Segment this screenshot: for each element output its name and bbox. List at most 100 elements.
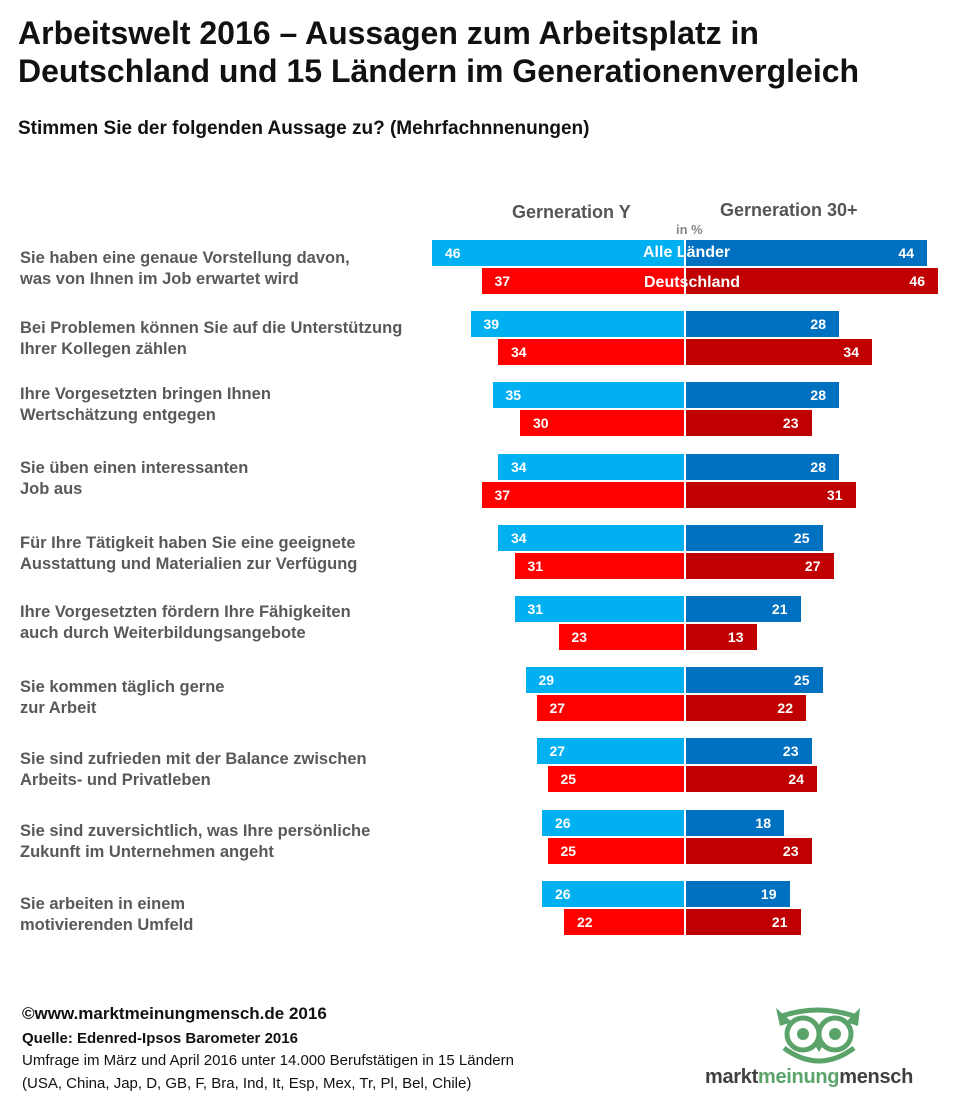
- bar-gen-y-alle: 31: [514, 596, 685, 622]
- bar-value-label: 30: [533, 415, 549, 432]
- bar-value-label: 23: [782, 743, 799, 760]
- bar-value-label: 19: [760, 885, 777, 902]
- bar-value-label: 23: [782, 842, 799, 859]
- bar-gen-y-de: 31: [514, 552, 685, 579]
- bar-gen-y-alle: 29: [525, 667, 685, 694]
- category-label-line: zur Arbeit: [20, 699, 97, 717]
- bar-gen-30-alle: 25: [685, 667, 823, 694]
- bar-value-label: 27: [804, 557, 821, 574]
- bar-value-label: 46: [909, 273, 925, 289]
- page-title: Arbeitswelt 2016 – Aussagen zum Arbeitsp…: [18, 15, 860, 89]
- bar-gen-30-alle: 23: [685, 738, 812, 765]
- bar-value-label: 46: [445, 245, 461, 261]
- footer-note-2: (USA, China, Jap, D, GB, F, Bra, Ind, It…: [22, 1075, 472, 1092]
- bar-value-label: 31: [527, 557, 544, 574]
- bar-value-label: 31: [826, 486, 843, 503]
- bar-gen-30-alle: 19: [685, 880, 790, 907]
- category-label-line: Arbeits- und Privatleben: [20, 771, 211, 789]
- bar-gen-30-alle: 44: [685, 240, 927, 266]
- category-label-line: Sie üben einen interessanten: [20, 459, 249, 477]
- bar-gen-y-de: 22: [564, 908, 685, 935]
- category-label-line: motivierenden Umfeld: [20, 916, 194, 934]
- footer-note-1: Umfrage im März und April 2016 unter 14.…: [22, 1052, 514, 1069]
- bar-value-label: 28: [810, 458, 826, 475]
- legend-deutschland: Deutschland: [644, 274, 741, 291]
- bar-value-label: 26: [555, 814, 571, 831]
- footer-copyright: ©www.marktmeinungmensch.de 2016: [22, 1004, 327, 1023]
- category-label-line: auch durch Weiterbildungsangebote: [20, 624, 306, 642]
- category-label-line: Wertschätzung entgegen: [20, 406, 216, 424]
- category-label: Sie üben einen interessanten Job aus: [20, 458, 450, 500]
- bar-gen-y-de: 27: [536, 695, 685, 722]
- category-label: Ihre Vorgesetzten fördern Ihre Fähigkeit…: [20, 602, 450, 644]
- group-label-gen-30: Gerneration 30+: [720, 200, 858, 220]
- chart-subtitle: Stimmen Sie der folgenden Aussage zu? (M…: [18, 118, 590, 139]
- bar-gen-30-alle: 28: [685, 382, 839, 409]
- bar-gen-30-de: 23: [685, 837, 812, 864]
- bar-gen-y-de: 23: [558, 624, 685, 650]
- bar-value-label: 37: [494, 273, 511, 289]
- legend-alle-laender: Alle Länder: [643, 244, 731, 261]
- bar-value-label: 28: [810, 387, 826, 404]
- category-label: Bei Problemen können Sie auf die Unterst…: [20, 318, 450, 360]
- category-label: Sie sind zuversichtlich, was Ihre persön…: [20, 821, 450, 863]
- bar-value-label: 24: [788, 771, 804, 788]
- category-label: Sie arbeiten in einem motivierenden Umfel…: [20, 894, 450, 936]
- bar-value-label: 39: [483, 316, 500, 333]
- bar-gen-y-de: 25: [547, 837, 685, 864]
- bar-gen-30-alle: 28: [685, 311, 839, 338]
- category-label-line: Ausstattung und Materialien zur Verfügun…: [20, 555, 358, 573]
- bar-gen-y-alle: 34: [498, 524, 685, 551]
- bar-value-label: 26: [555, 885, 571, 902]
- bar-gen-y-alle: 35: [492, 382, 685, 409]
- bar-value-label: 21: [771, 913, 788, 930]
- bar-value-label: 22: [577, 913, 593, 930]
- bar-gen-30-de: 34: [685, 339, 872, 366]
- category-label-line: Sie kommen täglich gerne: [20, 678, 225, 696]
- bar-gen-30-de: 22: [685, 695, 806, 722]
- bar-value-label: 22: [777, 700, 793, 717]
- bar-value-label: 23: [571, 629, 588, 645]
- bar-gen-30-de: 24: [685, 766, 817, 793]
- bar-value-label: 29: [538, 672, 555, 689]
- logo-part-markt: markt: [705, 1066, 758, 1088]
- bar-value-label: 35: [505, 387, 522, 404]
- bar-gen-y-alle: 34: [498, 453, 685, 480]
- category-label: Sie kommen täglich gerne zur Arbeit: [20, 677, 450, 719]
- logo-part-mensch: mensch: [839, 1066, 914, 1088]
- bar-gen-30-de: 23: [685, 410, 812, 437]
- bar-gen-y-alle: 46: [432, 240, 685, 266]
- bar-value-label: 25: [560, 771, 577, 788]
- bar-gen-30-de: 31: [685, 481, 856, 508]
- center-axis: [684, 238, 686, 938]
- bar-value-label: 34: [511, 529, 527, 546]
- bar-gen-30-de: 21: [685, 908, 801, 935]
- category-label-line: Ihre Vorgesetzten fördern Ihre Fähigkeit…: [20, 603, 351, 621]
- category-label-line: Sie haben eine genaue Vorstellung davon,: [20, 249, 350, 267]
- bar-value-label: 44: [898, 245, 914, 261]
- bar-value-label: 13: [727, 629, 744, 645]
- category-label-line: Ihrer Kollegen zählen: [20, 340, 187, 358]
- bar-value-label: 34: [511, 344, 527, 361]
- bar-gen-y-de: 37: [481, 268, 685, 294]
- bar-value-label: 27: [549, 700, 566, 717]
- bar-gen-30-alle: 25: [685, 524, 823, 551]
- category-label-line: Sie arbeiten in einem: [20, 895, 186, 913]
- bar-value-label: 25: [793, 529, 810, 546]
- bar-gen-30-de: 27: [685, 552, 834, 579]
- group-label-gen-y: Gerneration Y: [512, 202, 631, 222]
- bar-value-label: 34: [511, 458, 527, 475]
- bar-value-label: 34: [843, 344, 859, 361]
- bar-gen-30-alle: 18: [685, 809, 784, 836]
- bar-gen-y-alle: 39: [470, 311, 685, 338]
- category-label: Sie sind zufrieden mit der Balance zwisc…: [20, 749, 450, 791]
- bar-gen-30-de: 46: [685, 268, 938, 294]
- bar-value-label: 18: [755, 814, 771, 831]
- category-label-line: Job aus: [20, 480, 83, 498]
- bar-value-label: 25: [793, 672, 810, 689]
- bar-gen-y-de: 30: [520, 410, 685, 437]
- category-label-line: Sie sind zufrieden mit der Balance zwisc…: [20, 750, 367, 768]
- bar-gen-y-alle: 26: [542, 880, 685, 907]
- unit-label: in %: [676, 222, 703, 237]
- category-label-line: Sie sind zuversichtlich, was Ihre persön…: [20, 822, 371, 840]
